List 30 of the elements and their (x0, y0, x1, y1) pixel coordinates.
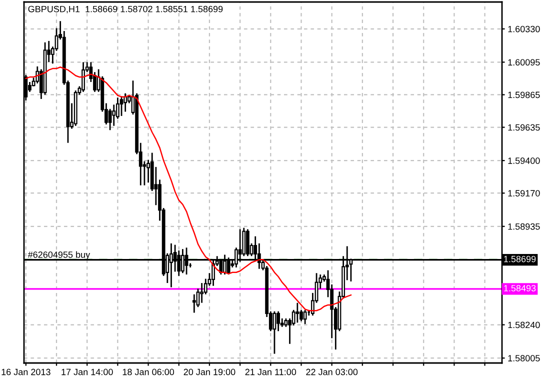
x-tick-label: 17 Jan 14:00 (62, 368, 113, 376)
candlestick (192, 294, 196, 313)
x-tick-label: 21 Jan 11:00 (245, 368, 296, 376)
ref-line-label: 1.58493 (504, 284, 536, 292)
ref-line-label: 1.58699 (504, 256, 536, 262)
candlestick (303, 310, 307, 324)
candlestick (82, 62, 85, 92)
candlestick (276, 311, 280, 332)
x-tick-label: 16 Jan 2013 (2, 368, 50, 376)
candlestick (124, 93, 128, 112)
candlestick (200, 283, 204, 303)
candlestick (246, 229, 250, 256)
x-tick-label: 18 Jan 06:00 (122, 368, 174, 376)
x-tick-label: 22 Jan 03:00 (306, 368, 358, 376)
y-tick-label: 1.59635 (508, 124, 540, 131)
y-tick-label: 1.58005 (508, 355, 540, 362)
candlestick (112, 104, 116, 126)
y-tick-label: 1.58935 (508, 223, 540, 230)
candlestick (120, 96, 124, 116)
chart-title: GBPUSD,H1 1.58669 1.58702 1.58551 1.58699 (28, 6, 223, 14)
y-tick-label: 1.60095 (508, 59, 540, 66)
y-tick-label: 1.59170 (508, 190, 540, 196)
ref-line-label: #62604955 buy (28, 251, 90, 260)
candlestick (108, 108, 112, 130)
y-tick-label: 1.59400 (508, 158, 540, 164)
x-tick-label: 20 Jan 19:00 (184, 368, 236, 376)
y-tick-label: 1.58240 (508, 322, 540, 328)
candlestick (296, 302, 300, 323)
y-tick-label: 1.59865 (508, 92, 540, 98)
y-tick-label: 1.60330 (508, 26, 540, 32)
